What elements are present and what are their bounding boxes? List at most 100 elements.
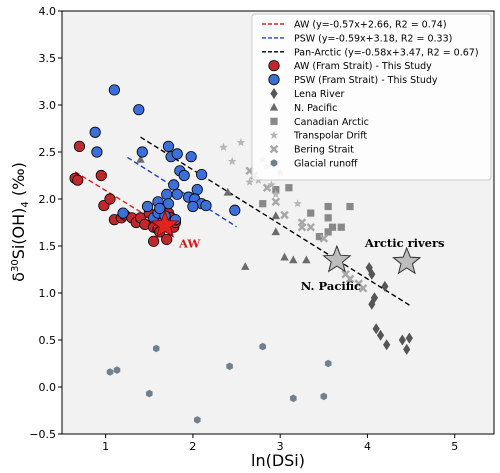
lena-point — [370, 292, 379, 304]
aw-point — [72, 174, 84, 186]
lena-point — [383, 339, 391, 351]
pan-regression-line — [140, 136, 412, 307]
psw-point — [185, 151, 197, 163]
canadian-point — [346, 202, 354, 211]
plot-frame — [61, 10, 495, 435]
psw-point — [191, 184, 203, 196]
psw-point — [141, 200, 154, 213]
bering-point — [271, 197, 281, 207]
np-star-label: N. Pacific — [301, 279, 361, 293]
legend-aw-line-label: AW (y=-0.57x+2.66, R2 = 0.74) — [294, 20, 447, 31]
transpolar-point — [245, 177, 254, 186]
legend-canadian-label: Canadian Arctic — [294, 117, 369, 128]
y-tick-label: 1.5 — [39, 240, 57, 253]
ar-star-marker — [392, 246, 422, 275]
bering-point — [345, 274, 355, 284]
legend-glacial-label: Glacial runoff — [294, 159, 358, 170]
psw-point — [200, 199, 212, 212]
npacific-point — [280, 252, 289, 261]
psw-point — [162, 140, 175, 152]
legend-transpolar-swatch — [269, 130, 279, 139]
npacific-point — [289, 255, 298, 264]
transpolar-point — [267, 180, 276, 189]
legend-bering-label: Bering Strait — [294, 145, 354, 156]
psw-point — [89, 126, 101, 138]
lena-point — [381, 280, 389, 292]
psw-point — [136, 146, 148, 158]
legend-aw-swatch — [268, 60, 280, 72]
canadian-point — [337, 223, 345, 231]
npacific-point — [302, 255, 311, 264]
glacial-point — [324, 359, 332, 368]
canadian-point — [324, 202, 332, 211]
transpolar-point — [227, 156, 237, 166]
npacific-point — [271, 211, 281, 220]
psw-point — [171, 148, 183, 160]
psw-point — [229, 204, 241, 216]
canadian-point — [324, 214, 332, 222]
lena-point — [398, 334, 406, 346]
y-tick-label: 1.0 — [39, 287, 57, 300]
y-tick-label: 0.0 — [39, 381, 57, 394]
transpolar-point — [219, 142, 228, 151]
y-tick-label: 3.5 — [39, 52, 57, 65]
y-axis-ticks: −0.5 0.0 0.5 1.0 1.5 2.0 2.5 3.0 3.5 4.0 — [29, 5, 62, 441]
x-tick-label: 2 — [189, 440, 196, 453]
psw-point — [171, 188, 183, 200]
canadian-point — [315, 233, 324, 241]
psw-point — [168, 179, 180, 191]
bering-point — [297, 222, 307, 232]
bering-point — [280, 210, 289, 220]
y-axis-title: δ30Si(OH)4 (‰) — [9, 162, 31, 282]
legend-lena-label: Lena River — [294, 89, 345, 100]
y-tick-label: 0.5 — [39, 334, 57, 347]
psw-point — [108, 84, 120, 96]
canadian-point — [307, 209, 315, 217]
glacial-point — [153, 344, 160, 353]
y-tick-label: 4.0 — [39, 5, 57, 18]
npacific-point — [271, 227, 281, 236]
lena-point — [368, 268, 376, 280]
legend-box — [251, 13, 492, 181]
psw-point — [133, 104, 145, 116]
canadian-point — [272, 186, 280, 194]
psw-point — [178, 169, 190, 182]
x-axis-title: ln(DSi) — [251, 451, 305, 470]
canadian-point — [259, 200, 267, 208]
legend-canadian-swatch — [270, 117, 278, 125]
psw-point — [187, 200, 199, 213]
bering-point — [358, 284, 368, 293]
legend-lena-swatch — [270, 88, 278, 99]
legend-bering-swatch — [269, 144, 279, 154]
psw-point — [117, 207, 129, 219]
glacial-point — [146, 389, 153, 398]
aw-star-label: AW — [178, 236, 201, 250]
aw-point — [161, 233, 173, 246]
glacial-point — [194, 416, 201, 424]
lena-point — [376, 329, 385, 341]
y-tick-label: 3.0 — [39, 99, 57, 112]
legend-aw-label: AW (Fram Strait) - This Study — [294, 61, 432, 72]
transpolar-point — [236, 138, 246, 147]
highlight-stars: AW N. Pacific Arctic rivers — [150, 209, 445, 293]
ar-star-label: Arctic rivers — [364, 236, 445, 250]
glacial-point — [320, 392, 328, 401]
npacific-point — [136, 154, 145, 163]
aw-point — [104, 193, 116, 205]
x-axis-ticks: 1 2 3 4 5 — [102, 434, 458, 453]
canadian-point — [324, 228, 332, 236]
glacial-point — [290, 394, 297, 403]
aw-star-marker — [150, 209, 180, 238]
x-tick-label: 1 — [102, 440, 109, 453]
legend-psw-line-label: PSW (y=-0.59x+3.18, R2 = 0.33) — [294, 33, 452, 44]
psw-point — [196, 168, 208, 181]
psw-point — [161, 188, 173, 200]
psw-point — [91, 146, 103, 158]
y-tick-label: 2.0 — [39, 193, 57, 206]
transpolar-point — [271, 189, 281, 198]
legend-npacific-swatch — [269, 102, 279, 111]
aw-point — [73, 140, 86, 152]
legend-psw-swatch — [268, 74, 280, 86]
aw-point — [95, 169, 107, 182]
